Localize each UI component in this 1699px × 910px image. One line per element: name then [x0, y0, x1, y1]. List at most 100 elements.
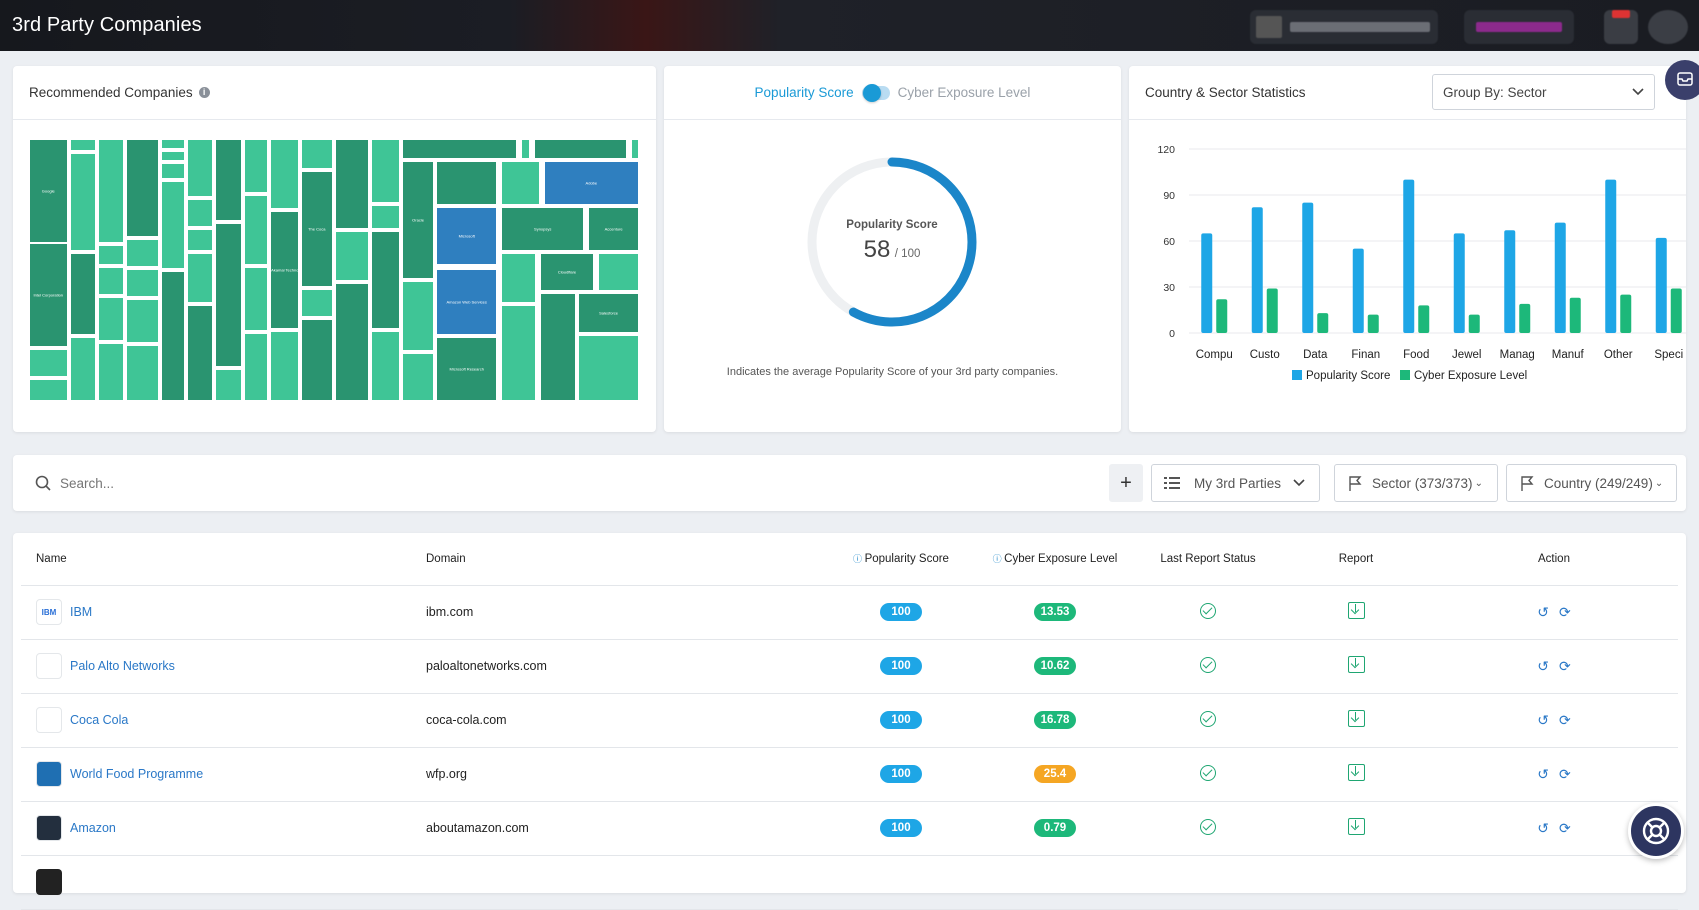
treemap-tile[interactable]: Intel Corporation [29, 243, 68, 347]
bar[interactable] [1216, 299, 1228, 333]
treemap-tile[interactable] [630, 139, 639, 159]
add-company-button[interactable]: + [1109, 464, 1143, 502]
treemap-tile[interactable] [521, 139, 530, 159]
treemap-tile[interactable] [69, 253, 96, 335]
bar[interactable] [1554, 222, 1566, 333]
treemap-tile[interactable] [160, 139, 186, 149]
table-row[interactable]: Palo Alto Networks paloaltonetworks.com 10… [21, 639, 1678, 694]
company-name-link[interactable]: Coca Cola [70, 713, 129, 727]
treemap-tile[interactable]: Accenture [588, 207, 639, 251]
treemap-tile[interactable] [69, 139, 96, 151]
treemap-tile[interactable] [501, 305, 536, 401]
treemap-tile[interactable] [300, 139, 333, 169]
treemap-tile[interactable] [126, 345, 159, 401]
treemap-tile[interactable] [29, 349, 68, 377]
company-name-link[interactable]: IBM [70, 605, 93, 619]
col-name[interactable]: Name [21, 533, 426, 586]
bar[interactable] [1302, 202, 1314, 333]
treemap-tile[interactable]: Cloudflare [539, 253, 595, 291]
treemap-tile[interactable] [270, 331, 299, 401]
help-button[interactable] [1628, 803, 1684, 859]
bar[interactable] [1569, 297, 1581, 333]
treemap-tile[interactable] [69, 337, 96, 401]
download-report-icon[interactable] [1347, 710, 1365, 727]
treemap-tile[interactable]: Synopsys [501, 207, 585, 251]
list-select[interactable]: My 3rd Parties [1151, 464, 1320, 502]
download-report-icon[interactable] [1347, 602, 1365, 619]
refresh-icon[interactable]: ⟳ [1559, 657, 1571, 674]
org-switcher[interactable] [1464, 10, 1574, 44]
treemap-tile[interactable] [436, 161, 498, 205]
treemap-tile[interactable] [187, 139, 214, 197]
col-popularity[interactable]: ⓘ Popularity Score [826, 533, 976, 586]
treemap-tile[interactable] [501, 253, 536, 303]
treemap-tile[interactable] [533, 139, 627, 159]
treemap-tile[interactable] [160, 151, 186, 161]
treemap-tile[interactable] [97, 245, 125, 265]
bar[interactable] [1352, 248, 1364, 333]
history-icon[interactable]: ↺ [1537, 819, 1549, 836]
treemap-tile[interactable] [160, 271, 186, 401]
country-filter[interactable]: Country (249/249) ⌄ [1506, 464, 1677, 502]
download-report-icon[interactable] [1347, 656, 1365, 673]
treemap-tile[interactable] [300, 289, 333, 317]
table-row[interactable]: World Food Programme wfp.org 100 25.4 ↺ ⟳ [21, 747, 1678, 802]
treemap-tile[interactable] [371, 231, 400, 329]
table-row[interactable]: Amazon aboutamazon.com 100 0.79 ↺ ⟳ [21, 801, 1678, 856]
treemap-tile[interactable] [243, 195, 269, 265]
col-exposure[interactable]: ⓘ Cyber Exposure Level [976, 533, 1134, 586]
sector-filter[interactable]: Sector (373/373) ⌄ [1334, 464, 1498, 502]
treemap-tile[interactable] [126, 269, 159, 297]
treemap-tile[interactable] [187, 229, 214, 251]
refresh-icon[interactable]: ⟳ [1559, 711, 1571, 728]
legend-label[interactable]: Popularity Score [1306, 370, 1390, 382]
legend-label[interactable]: Cyber Exposure Level [1414, 370, 1527, 382]
treemap-tile[interactable]: The Coca [300, 171, 333, 287]
toggle-popularity-label[interactable]: Popularity Score [754, 85, 854, 100]
bar[interactable] [1251, 207, 1263, 333]
treemap-tile[interactable] [539, 293, 577, 401]
treemap-tile[interactable]: Amazon Web Services [436, 269, 498, 335]
treemap-tile[interactable] [29, 379, 68, 401]
refresh-icon[interactable]: ⟳ [1559, 819, 1571, 836]
treemap-tile[interactable] [126, 139, 159, 237]
treemap-tile[interactable] [126, 299, 159, 343]
company-name-link[interactable]: World Food Programme [70, 767, 204, 781]
treemap-tile[interactable] [160, 163, 186, 179]
treemap-tile[interactable]: Akamai Technologies [270, 211, 299, 329]
bar[interactable] [1453, 233, 1465, 333]
bar[interactable] [1403, 179, 1415, 333]
treemap-tile[interactable]: Salesforce [578, 293, 639, 333]
bar[interactable] [1266, 288, 1278, 333]
avatar[interactable] [1648, 10, 1688, 44]
treemap-tile[interactable] [335, 139, 370, 229]
col-status[interactable]: Last Report Status [1134, 533, 1282, 586]
treemap-tile[interactable] [215, 369, 242, 401]
treemap-tile[interactable] [401, 139, 518, 159]
company-name-link[interactable]: Palo Alto Networks [70, 659, 175, 673]
treemap-tile[interactable] [243, 267, 269, 331]
treemap-tile[interactable] [126, 239, 159, 267]
treemap-tile[interactable] [160, 181, 186, 269]
toggle-exposure-label[interactable]: Cyber Exposure Level [897, 85, 1031, 100]
treemap-tile[interactable] [187, 199, 214, 227]
treemap-tile[interactable]: Microsoft [436, 207, 498, 265]
treemap-tile[interactable]: Google [29, 139, 68, 243]
download-report-icon[interactable] [1347, 818, 1365, 835]
treemap-tile[interactable] [187, 305, 214, 401]
companies-treemap[interactable]: Google Intel Corporation Akamai Technologi… [29, 139, 641, 401]
history-icon[interactable]: ↺ [1537, 765, 1549, 782]
group-by-select[interactable]: Group By: Sector [1432, 74, 1655, 110]
metric-toggle[interactable] [861, 83, 890, 102]
treemap-tile[interactable] [187, 253, 214, 303]
col-domain[interactable]: Domain [426, 533, 826, 586]
notification-icon[interactable] [1604, 10, 1638, 44]
info-icon[interactable]: i [198, 87, 210, 98]
treemap-tile[interactable] [300, 319, 333, 401]
bar[interactable] [1620, 294, 1632, 333]
bar[interactable] [1670, 288, 1682, 333]
bar[interactable] [1418, 305, 1430, 333]
treemap-tile[interactable] [401, 353, 435, 401]
treemap-tile[interactable] [215, 223, 242, 367]
bar[interactable] [1201, 233, 1213, 333]
